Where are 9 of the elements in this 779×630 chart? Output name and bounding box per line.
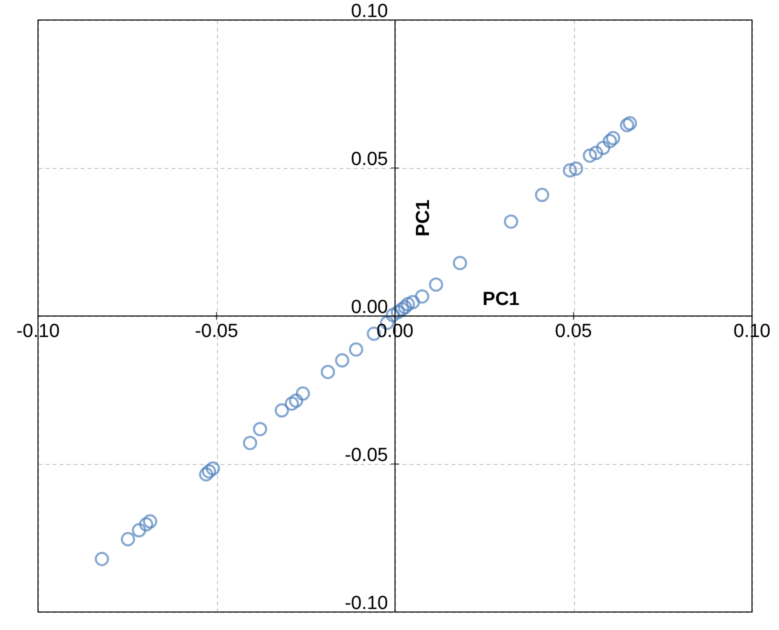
x-tick-label: -0.05: [194, 321, 238, 342]
y-tick-label: -0.10: [344, 593, 388, 614]
y-tick-label: 0.05: [351, 149, 388, 170]
y-tick-label: -0.05: [344, 445, 388, 466]
x-tick-label: 0.05: [555, 321, 592, 342]
y-tick-label: 0.00: [351, 297, 388, 318]
y-axis-title: PC1: [413, 199, 434, 236]
x-axis-title: PC1: [482, 289, 520, 310]
y-tick-label: 0.10: [351, 1, 388, 22]
